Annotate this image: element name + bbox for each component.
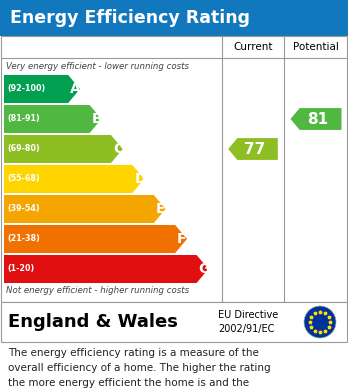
Polygon shape	[4, 225, 187, 253]
Text: Energy Efficiency Rating: Energy Efficiency Rating	[10, 9, 250, 27]
Polygon shape	[4, 255, 208, 283]
Bar	[1, 302, 347, 342]
Polygon shape	[4, 75, 80, 103]
Polygon shape	[228, 138, 278, 160]
Text: EU Directive: EU Directive	[218, 310, 278, 320]
Text: (55-68): (55-68)	[7, 174, 40, 183]
Text: Not energy efficient - higher running costs: Not energy efficient - higher running co…	[6, 286, 189, 295]
Text: 81: 81	[307, 111, 329, 127]
Bar	[0, 0, 348, 36]
Text: England & Wales: England & Wales	[8, 313, 178, 331]
Text: G: G	[199, 262, 210, 276]
Text: Very energy efficient - lower running costs: Very energy efficient - lower running co…	[6, 62, 189, 71]
Text: (39-54): (39-54)	[7, 204, 40, 213]
Circle shape	[304, 306, 336, 338]
Text: Potential: Potential	[293, 42, 339, 52]
Polygon shape	[4, 165, 144, 193]
Text: 2002/91/EC: 2002/91/EC	[218, 324, 274, 334]
Text: (21-38): (21-38)	[7, 235, 40, 244]
Text: 77: 77	[244, 142, 266, 156]
Text: (1-20): (1-20)	[7, 264, 34, 273]
Polygon shape	[4, 105, 101, 133]
Polygon shape	[291, 108, 341, 130]
Text: E: E	[156, 202, 165, 216]
Text: (92-100): (92-100)	[7, 84, 45, 93]
Text: B: B	[92, 112, 102, 126]
Text: The energy efficiency rating is a measure of the
overall efficiency of a home. T: The energy efficiency rating is a measur…	[8, 348, 271, 391]
Text: A: A	[70, 82, 81, 96]
Text: C: C	[113, 142, 123, 156]
Text: D: D	[134, 172, 146, 186]
Text: (81-91): (81-91)	[7, 115, 40, 124]
Polygon shape	[4, 195, 166, 223]
Polygon shape	[4, 135, 123, 163]
Text: F: F	[177, 232, 187, 246]
Text: Current: Current	[233, 42, 273, 52]
Bar	[1, 36, 347, 302]
Text: (69-80): (69-80)	[7, 145, 40, 154]
